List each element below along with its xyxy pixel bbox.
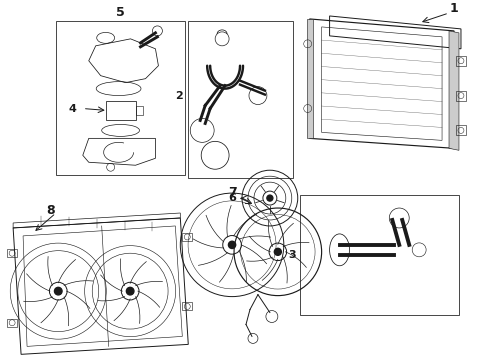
Bar bbox=[456, 56, 466, 66]
Bar bbox=[182, 233, 192, 241]
Text: 8: 8 bbox=[47, 203, 55, 216]
Circle shape bbox=[228, 241, 236, 248]
Circle shape bbox=[54, 287, 62, 295]
Bar bbox=[7, 249, 17, 257]
Polygon shape bbox=[307, 19, 313, 138]
Bar bbox=[300, 195, 459, 315]
Bar bbox=[182, 302, 192, 310]
Bar bbox=[456, 125, 466, 135]
Text: 4: 4 bbox=[69, 104, 77, 113]
Bar bbox=[136, 105, 144, 116]
Text: 6: 6 bbox=[228, 193, 236, 203]
Circle shape bbox=[126, 287, 134, 295]
Polygon shape bbox=[449, 31, 459, 150]
Text: 2: 2 bbox=[175, 91, 183, 100]
Bar bbox=[7, 319, 17, 327]
Circle shape bbox=[267, 195, 273, 201]
Circle shape bbox=[274, 248, 281, 255]
Bar bbox=[456, 91, 466, 100]
Text: 7: 7 bbox=[228, 186, 237, 199]
Bar bbox=[56, 21, 185, 175]
Text: 3: 3 bbox=[288, 250, 296, 260]
Text: 1: 1 bbox=[450, 3, 458, 15]
Bar bbox=[188, 21, 293, 178]
Bar bbox=[106, 100, 136, 121]
Text: 5: 5 bbox=[116, 6, 125, 19]
